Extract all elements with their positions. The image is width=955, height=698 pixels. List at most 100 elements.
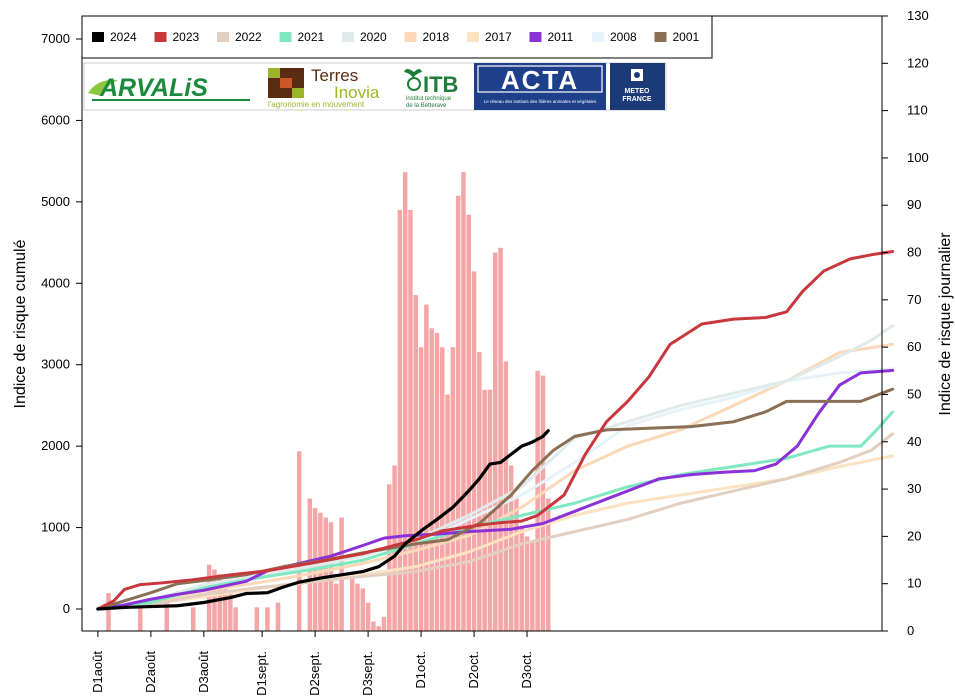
terres-inovia-tagline: l'agronomie en mouvement (268, 100, 365, 109)
itb-sub-text-2: de la Betterave (406, 103, 447, 109)
y2-tick-label: 70 (907, 292, 921, 307)
series-line-2017 (96, 454, 895, 611)
daily-bar (413, 295, 419, 631)
arvalis-leaf-icon (88, 79, 118, 96)
acta-logo-bg (474, 63, 606, 110)
y2-tick-label: 50 (907, 386, 921, 401)
daily-bar (498, 247, 503, 631)
legend-label: 2023 (173, 30, 200, 44)
daily-bar (376, 626, 381, 631)
itb-logo-text: ITB (423, 72, 458, 97)
acta-logo-inner-frame (477, 65, 603, 93)
y2-tick-label: 100 (907, 150, 929, 165)
y2-tick-label: 120 (907, 55, 929, 70)
daily-bar (418, 347, 424, 631)
daily-bar (106, 593, 111, 631)
itb-beet-icon (404, 69, 422, 78)
daily-bar (466, 214, 471, 631)
series-line-2024 (96, 429, 550, 611)
y2-tick-label: 30 (907, 481, 921, 496)
y-tick-label: 1000 (41, 520, 70, 535)
legend-swatch (217, 32, 229, 42)
arvalis-logo-text: ARVALiS (99, 74, 208, 102)
x-tick-label: D3août (196, 651, 211, 693)
x-tick-label: D1oct. (413, 651, 428, 689)
meteo-france-logo: METEO FRANCE (610, 63, 665, 110)
daily-bar (164, 602, 170, 631)
daily-bar (323, 517, 328, 631)
daily-bar (514, 498, 519, 631)
legend-label: 2017 (485, 30, 512, 44)
daily-bar (492, 252, 498, 632)
series-line-2023 (96, 250, 895, 611)
legend-label: 2020 (360, 30, 387, 44)
legend-label: 2011 (548, 30, 574, 44)
daily-bar (254, 607, 260, 631)
daily-bar (540, 375, 546, 631)
meteo-france-emblem-dot (634, 72, 640, 78)
y2-tick-label: 0 (907, 623, 914, 638)
daily-bar (228, 593, 233, 631)
legend-swatch (467, 32, 479, 42)
legend-label: 2021 (298, 30, 325, 44)
daily-bar (461, 172, 466, 631)
daily-bar (434, 332, 440, 631)
y-tick-label: 7000 (41, 31, 70, 46)
x-tick-label: D3sept. (360, 651, 375, 696)
arvalis-logo: ARVALiS (88, 74, 250, 102)
legend-box (81, 15, 713, 59)
daily-bar (222, 583, 228, 631)
daily-bar (206, 564, 212, 631)
y2-tick-label: 130 (907, 8, 929, 23)
itb-logo: ITB institut technique de la Betterave (404, 69, 458, 109)
legend-swatch (92, 32, 104, 42)
series-line-2022 (96, 432, 895, 611)
daily-bar (440, 347, 445, 631)
daily-bar (217, 574, 222, 631)
y2-tick-label: 90 (907, 197, 921, 212)
daily-bar (191, 607, 196, 631)
terres-inovia-square-accent-2 (280, 78, 292, 88)
y2-tick-label: 80 (907, 245, 921, 260)
y2-tick-label: 110 (907, 103, 928, 118)
legend-label: 2001 (673, 30, 700, 44)
cumulative-risk-lines (96, 250, 895, 611)
daily-bar (397, 209, 403, 631)
acta-logo: ACTA Le réseau des instituts des filière… (474, 63, 606, 110)
y-axis-left: 0 1000 2000 3000 4000 5000 6000 7000 (41, 31, 82, 616)
legend-swatch (279, 32, 292, 42)
x-tick-label: D1août (90, 651, 105, 693)
y2-tick-label: 20 (907, 528, 921, 543)
terres-inovia-top-text: Terres (311, 66, 358, 85)
y-axis-title: Indice de risque cumulé (12, 239, 29, 408)
legend-label: 2024 (110, 30, 137, 44)
daily-bar (535, 370, 540, 631)
legend-label: 2022 (235, 30, 262, 44)
daily-bar (349, 574, 355, 631)
daily-bar (334, 583, 339, 631)
legend-swatch (529, 32, 542, 42)
legend-swatch (342, 32, 354, 42)
legend-swatch (404, 32, 417, 42)
x-tick-label: D1sept. (254, 651, 269, 696)
y-tick-label: 3000 (41, 357, 70, 372)
x-tick-label: D3oct. (519, 651, 534, 689)
meteo-france-line1: METEO (625, 88, 650, 95)
daily-bar (233, 607, 238, 631)
daily-bar (450, 347, 456, 631)
x-axis: D1août D2août D3août D1sept. D2sept. D3sept. D… (82, 630, 882, 696)
terres-inovia-square-accent-3 (292, 88, 304, 98)
x-tick-label: D2oct. (466, 651, 481, 689)
daily-bar (455, 195, 461, 631)
daily-bar (482, 389, 487, 631)
daily-bar (408, 209, 413, 631)
legend-swatch (654, 32, 667, 42)
y2-axis-title: Indice de risque journalier (937, 232, 954, 416)
meteo-france-line2: FRANCE (622, 96, 651, 103)
terres-inovia-square-accent (268, 68, 280, 78)
daily-bar (402, 172, 408, 631)
daily-bar (477, 351, 482, 631)
legend-label: 2008 (610, 30, 637, 44)
y-tick-label: 6000 (41, 112, 70, 127)
